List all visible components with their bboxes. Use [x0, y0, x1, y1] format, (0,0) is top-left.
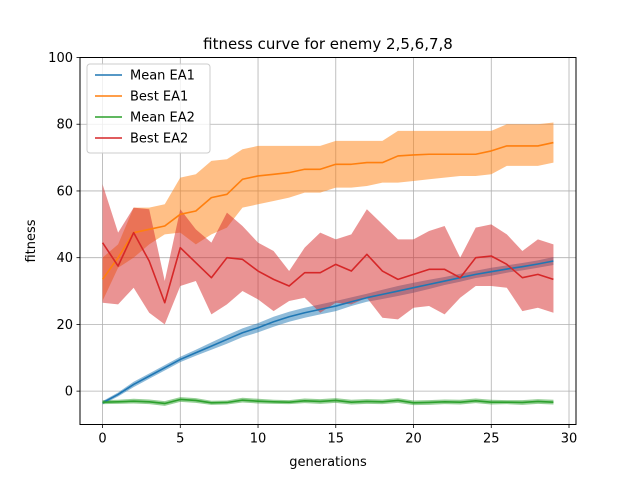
mean-ea1-line [102, 260, 554, 404]
legend-label-best-ea1: Best EA1 [130, 90, 188, 105]
y-tick-label: 40 [56, 251, 73, 266]
tick-layer: 0 5 10 15 20 25 30 0 20 40 60 80 100 [48, 51, 577, 447]
y-tick-label: 0 [65, 385, 73, 400]
chart-title: fitness curve for enemy 2,5,6,7,8 [203, 35, 453, 53]
x-axis-label: generations [289, 455, 367, 470]
x-tick-label: 5 [176, 432, 184, 447]
best-ea2-band [102, 184, 554, 325]
line-layer [101, 141, 554, 405]
legend-label-mean-ea2: Mean EA2 [130, 111, 195, 126]
best-ea2-line [101, 231, 554, 304]
legend-box [86, 63, 211, 154]
mean-ea2-line [102, 398, 554, 405]
y-tick-label: 100 [48, 51, 73, 66]
legend: Mean EA1 Best EA1 Mean EA2 Best EA2 [86, 63, 211, 154]
y-tick-label: 60 [56, 184, 73, 199]
x-tick-label: 30 [561, 432, 578, 447]
x-tick-label: 10 [250, 432, 267, 447]
y-tick-label: 80 [56, 118, 73, 133]
best-ea1-band [102, 122, 554, 302]
x-tick-label: 20 [405, 432, 422, 447]
x-tick-label: 25 [483, 432, 500, 447]
y-axis-label: fitness [24, 219, 39, 262]
legend-label-best-ea2: Best EA2 [130, 132, 188, 147]
x-tick-label: 0 [98, 432, 106, 447]
plot-frame [79, 57, 577, 425]
best-ea1-line [101, 141, 554, 280]
y-tick-label: 20 [56, 318, 73, 333]
legend-label-mean-ea1: Mean EA1 [130, 69, 195, 84]
legend-items: Mean EA1 Best EA1 Mean EA2 Best EA2 [95, 69, 195, 147]
x-tick-label: 15 [328, 432, 345, 447]
